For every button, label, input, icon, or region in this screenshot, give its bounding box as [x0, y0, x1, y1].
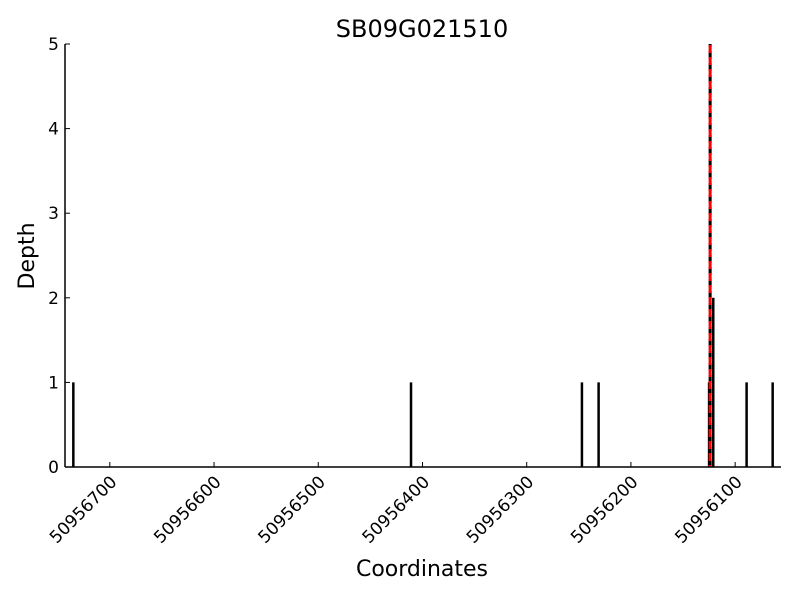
x-tick-label: 50956700	[46, 472, 121, 547]
y-tick-label: 0	[48, 458, 59, 478]
y-tick-label: 4	[48, 120, 59, 140]
x-tick-label: 50956300	[463, 472, 538, 547]
x-tick-label: 50956400	[359, 472, 434, 547]
y-tick-label: 2	[48, 289, 59, 309]
x-tick-label: 50956600	[150, 472, 225, 547]
chart-title: SB09G021510	[336, 15, 508, 43]
y-tick-label: 5	[48, 35, 59, 55]
x-tick-label: 50956200	[567, 472, 642, 547]
x-tick-label: 50956100	[671, 472, 746, 547]
x-tick-label: 50956500	[254, 472, 329, 547]
y-tick-label: 3	[48, 204, 59, 224]
y-tick-label: 1	[48, 373, 59, 393]
x-axis-label: Coordinates	[356, 557, 488, 582]
y-axis-label: Depth	[15, 222, 40, 289]
